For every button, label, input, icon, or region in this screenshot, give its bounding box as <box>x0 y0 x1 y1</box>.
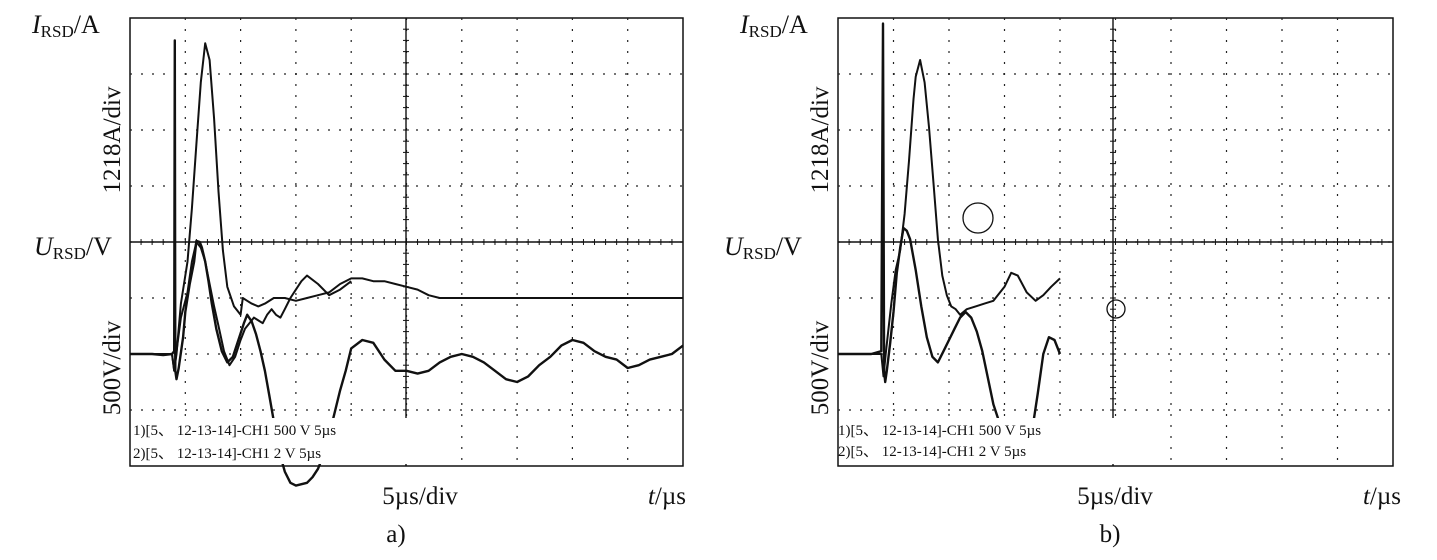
channel-note-2: 2)[5、 12-13-14]-CH1 2 V 5µs <box>133 446 321 462</box>
voltage-scale-label: 500V/div <box>807 320 834 415</box>
current-axis-title: IRSD/A <box>31 10 100 41</box>
scope-grid <box>838 18 1393 466</box>
channel-notes-background <box>131 418 431 464</box>
highlight-circle <box>962 202 994 234</box>
panel-caption: b) <box>1100 521 1121 548</box>
scope-grid <box>130 18 683 466</box>
time-axis-label: t/µs <box>1363 483 1401 510</box>
panel-caption: a) <box>386 521 405 548</box>
trace-line <box>838 59 1061 378</box>
channel-note-2: 2)[5、 12-13-14]-CH1 2 V 5µs <box>838 444 1026 460</box>
highlight-circle <box>1106 299 1126 319</box>
time-scale-label: 5µs/div <box>1077 483 1153 510</box>
current-axis-title: IRSD/A <box>739 10 808 41</box>
panel-b: IRSD/A 1218A/div URSD/V 500V/div 1)[5、 1… <box>724 10 1401 548</box>
trace-line <box>130 39 684 487</box>
voltage-axis-title: URSD/V <box>724 232 802 263</box>
current-axis-label: IRSD/A <box>31 10 100 41</box>
time-axis-label: t/µs <box>648 483 686 510</box>
channel-note-1: 1)[5、 12-13-14]-CH1 500 V 5µs <box>133 423 336 439</box>
channel-notes-background <box>839 418 1129 464</box>
voltage-axis-title: URSD/V <box>34 232 112 263</box>
trace-line <box>130 42 683 372</box>
time-scale-label: 5µs/div <box>382 483 458 510</box>
trace-group <box>130 39 684 487</box>
channel-note-1: 1)[5、 12-13-14]-CH1 500 V 5µs <box>838 423 1041 439</box>
voltage-scale-label: 500V/div <box>99 320 126 415</box>
current-scale-label: 1218A/div <box>807 86 834 193</box>
panel-a: IRSD/A 1218A/div URSD/V 500V/div 1)[5、 1… <box>31 10 686 548</box>
current-scale-label: 1218A/div <box>99 86 126 193</box>
trace-line <box>130 241 352 372</box>
